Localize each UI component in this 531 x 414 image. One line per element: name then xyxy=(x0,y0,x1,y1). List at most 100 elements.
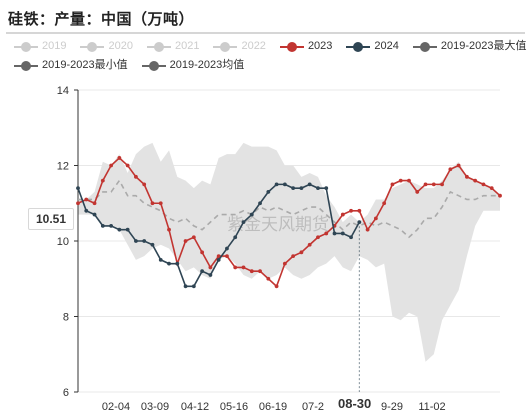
series-2023-point xyxy=(489,186,494,191)
series-2023-point xyxy=(142,182,147,187)
series-2023-point xyxy=(200,250,205,255)
legend-marker-icon xyxy=(80,41,105,52)
series-2024-point xyxy=(200,269,205,274)
series-2024-point xyxy=(183,284,188,289)
series-2024-point xyxy=(84,208,89,213)
legend-item-2019[interactable]: 2019 xyxy=(14,37,66,56)
series-2023-point xyxy=(84,197,89,202)
series-2023-point xyxy=(340,212,345,217)
series-2024-point xyxy=(233,235,238,240)
series-2023-point xyxy=(373,216,378,221)
legend-label: 2019-2023最小值 xyxy=(42,59,128,71)
series-2024-point xyxy=(167,261,171,266)
series-2024-point xyxy=(150,242,155,247)
series-2023-point xyxy=(357,208,362,213)
legend-item-2021[interactable]: 2021 xyxy=(146,37,199,56)
legend-label: 2024 xyxy=(374,40,399,52)
x-tick-label: 11-02 xyxy=(418,401,445,413)
x-tick-label: 07-2 xyxy=(302,401,324,413)
series-2024-point xyxy=(340,231,345,236)
series-2023-point xyxy=(92,201,97,206)
legend-item-2023[interactable]: 2023 xyxy=(279,37,332,56)
series-2024-point xyxy=(117,227,122,232)
series-2024-point xyxy=(100,224,105,228)
legend-item-2019-2023-[interactable]: 2019-2023最大值 xyxy=(412,37,527,56)
series-2023-point xyxy=(398,178,403,183)
series-2023-point xyxy=(440,182,444,187)
series-2023-point xyxy=(291,254,296,258)
series-2024-point xyxy=(282,182,287,187)
series-2023-point xyxy=(465,174,469,179)
x-tick-label: 04-12 xyxy=(181,401,209,413)
series-2023-point xyxy=(407,178,411,183)
series-2023-point xyxy=(258,269,262,274)
legend: 2019 2020 2021 2022 2023 2024 2019-2023最大值 201… xyxy=(14,37,527,75)
y-tick-label: 14 xyxy=(57,85,69,97)
series-2023-point xyxy=(216,254,221,258)
series-2024-point xyxy=(332,231,337,236)
series-2024-point xyxy=(274,182,279,187)
series-2023-point xyxy=(456,163,461,168)
series-2024-point xyxy=(142,239,147,243)
series-2024-point xyxy=(249,212,254,217)
series-2023-point xyxy=(282,261,287,266)
series-2023-point xyxy=(76,201,80,206)
series-2023-point xyxy=(448,167,453,172)
series-2023-point xyxy=(274,284,279,289)
legend-marker-icon xyxy=(213,41,238,52)
series-2023-point xyxy=(125,163,130,168)
series-2023-point xyxy=(134,174,138,179)
legend-row-2: 2019-2023最小值 2019-2023均值 xyxy=(14,56,524,75)
legend-row-1: 2019 2020 2021 2022 2023 2024 2019-2023最大值 xyxy=(14,37,527,56)
legend-marker-icon xyxy=(146,41,171,52)
watermark-text: 紫金天风期货 xyxy=(227,215,329,235)
legend-item-2019-2023-[interactable]: 2019-2023均值 xyxy=(141,56,245,75)
legend-label: 2020 xyxy=(108,40,133,52)
legend-item-2020[interactable]: 2020 xyxy=(80,37,133,56)
series-2023-point xyxy=(183,239,188,243)
series-2024-point xyxy=(225,246,229,251)
legend-label: 2022 xyxy=(241,40,266,52)
series-2024-point xyxy=(158,257,163,262)
series-2023-point xyxy=(150,201,155,206)
series-2023-point xyxy=(299,250,304,255)
series-2024-point xyxy=(92,212,97,217)
series-2023-point xyxy=(307,242,312,247)
legend-item-2019-2023-[interactable]: 2019-2023最小值 xyxy=(14,56,128,75)
series-2023-point xyxy=(167,227,171,232)
series-2024-point xyxy=(291,186,296,191)
series-2023-point xyxy=(498,193,502,198)
series-2023-point xyxy=(208,265,213,270)
series-2024-point xyxy=(216,257,221,262)
legend-marker-icon xyxy=(14,41,38,52)
series-2024-point xyxy=(299,186,304,191)
series-2023-point xyxy=(390,182,395,187)
series-2023-point xyxy=(249,269,254,274)
y-tick-label: 6 xyxy=(63,387,69,399)
series-2024-point xyxy=(349,235,353,240)
series-2023-point xyxy=(324,231,329,236)
series-2023-point xyxy=(266,276,271,281)
series-2024-point xyxy=(241,220,246,225)
legend-marker-icon xyxy=(346,41,371,52)
series-2024-point xyxy=(307,182,312,187)
series-2024-point xyxy=(316,186,320,191)
legend-marker-icon xyxy=(279,41,304,52)
series-2023-point xyxy=(431,182,436,187)
series-2023-point xyxy=(365,227,370,232)
series-2023-point xyxy=(191,235,196,240)
series-2023-line xyxy=(77,156,501,288)
legend-item-2024[interactable]: 2024 xyxy=(346,37,399,56)
legend-label: 2019-2023均值 xyxy=(169,59,245,71)
legend-item-2022[interactable]: 2022 xyxy=(213,37,266,56)
series-2024-point xyxy=(125,227,130,232)
series-2023-point xyxy=(481,182,486,187)
legend-marker-icon xyxy=(412,41,437,52)
series-2024-point xyxy=(266,190,271,194)
title-divider xyxy=(6,32,525,34)
series-2024-point xyxy=(109,224,113,228)
series-2024-point xyxy=(258,201,262,206)
series-2023-point xyxy=(233,265,238,270)
series-2024-point xyxy=(175,261,180,266)
